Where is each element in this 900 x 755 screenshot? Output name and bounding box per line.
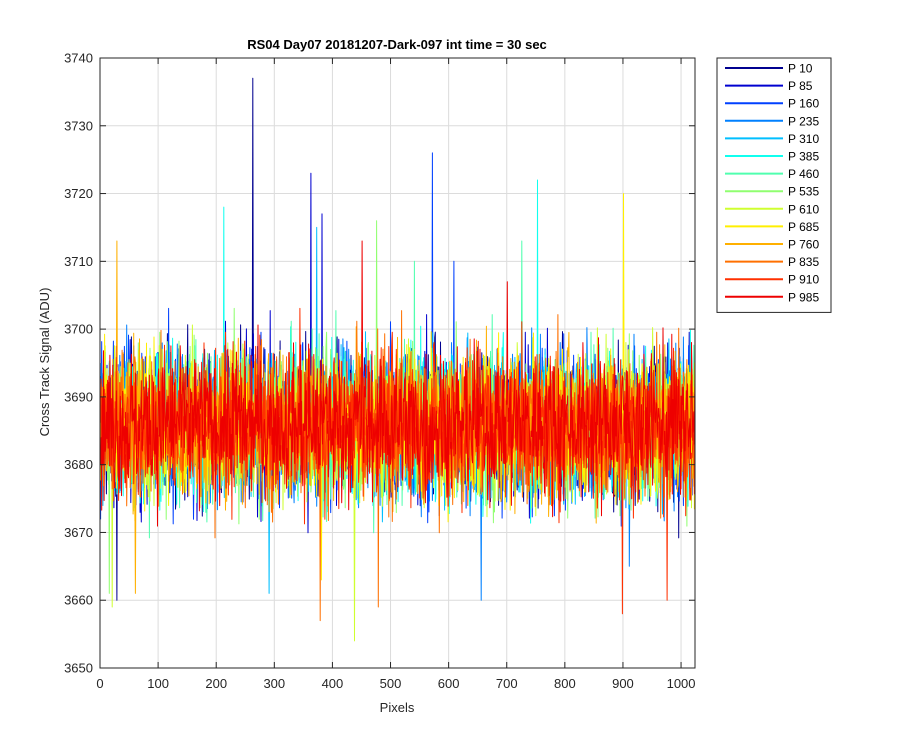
x-tick-label: 200 bbox=[205, 676, 227, 691]
chart-title: RS04 Day07 20181207-Dark-097 int time = … bbox=[247, 37, 547, 52]
x-tick-label: 500 bbox=[380, 676, 402, 691]
series-line bbox=[100, 240, 696, 527]
axes-box bbox=[99, 57, 696, 669]
legend-box bbox=[716, 57, 832, 313]
axes bbox=[99, 57, 696, 669]
legend-label: P 535 bbox=[788, 185, 819, 199]
y-tick-label: 3700 bbox=[64, 322, 93, 337]
legend-label: P 160 bbox=[788, 97, 819, 111]
x-axis-label: Pixels bbox=[380, 700, 415, 715]
x-tick-label: 400 bbox=[322, 676, 344, 691]
y-tick-label: 3690 bbox=[64, 389, 93, 404]
legend-label: P 85 bbox=[788, 79, 813, 93]
y-tick-label: 3720 bbox=[64, 186, 93, 201]
legend-label: P 385 bbox=[788, 150, 819, 164]
y-tick-label: 3650 bbox=[64, 661, 93, 676]
y-tick-label: 3710 bbox=[64, 254, 93, 269]
x-tick-label: 100 bbox=[147, 676, 169, 691]
series-layer bbox=[100, 77, 696, 642]
x-tick-label: 700 bbox=[496, 676, 518, 691]
y-tick-label: 3730 bbox=[64, 118, 93, 133]
x-tick-label: 900 bbox=[612, 676, 634, 691]
y-tick-label: 3670 bbox=[64, 525, 93, 540]
legend-label: P 760 bbox=[788, 238, 819, 252]
x-tick-label: 300 bbox=[263, 676, 285, 691]
legend-label: P 835 bbox=[788, 255, 819, 269]
x-tick-label: 800 bbox=[554, 676, 576, 691]
y-axis-label: Cross Track Signal (ADU) bbox=[37, 288, 52, 437]
y-tick-label: 3660 bbox=[64, 593, 93, 608]
legend: P 10 P 85 P 160 P 235 P 310 P 385 P 460 P 535 P … bbox=[716, 57, 832, 313]
legend-label: P 685 bbox=[788, 220, 819, 234]
ticks: 0 100 200 300 400 500 600 700 800 900 1000 3650 3660… bbox=[64, 51, 695, 692]
legend-label: P 985 bbox=[788, 290, 819, 304]
legend-label: P 310 bbox=[788, 132, 819, 146]
x-tick-label: 1000 bbox=[667, 676, 696, 691]
x-tick-label: 600 bbox=[438, 676, 460, 691]
y-tick-label: 3740 bbox=[64, 51, 93, 66]
legend-label: P 10 bbox=[788, 62, 813, 76]
legend-label: P 235 bbox=[788, 114, 819, 128]
y-tick-label: 3680 bbox=[64, 457, 93, 472]
legend-label: P 610 bbox=[788, 202, 819, 216]
legend-label: P 910 bbox=[788, 273, 819, 287]
legend-label: P 460 bbox=[788, 167, 819, 181]
x-tick-label: 0 bbox=[96, 676, 103, 691]
